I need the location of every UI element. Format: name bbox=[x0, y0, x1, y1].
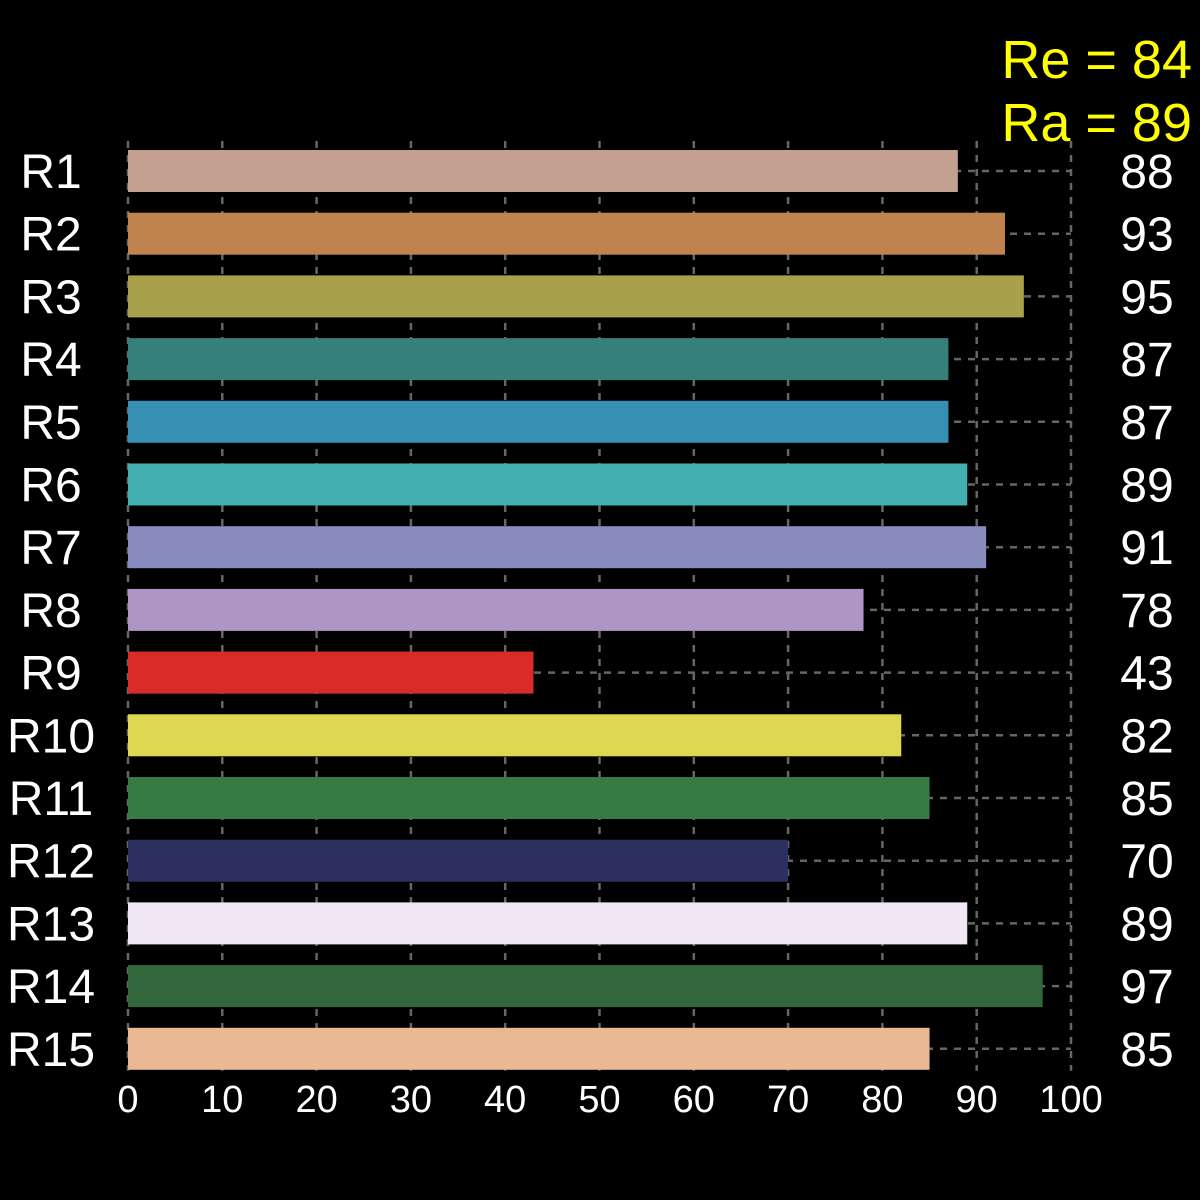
bar bbox=[128, 714, 902, 757]
category-label: R2 bbox=[20, 209, 81, 262]
value-label: 91 bbox=[1120, 522, 1173, 575]
x-tick-label: 30 bbox=[390, 1079, 432, 1121]
bar bbox=[128, 150, 958, 192]
value-label: 85 bbox=[1120, 773, 1173, 826]
category-label: R6 bbox=[20, 460, 81, 513]
category-label: R1 bbox=[20, 146, 81, 199]
bar bbox=[128, 651, 534, 694]
value-label: 43 bbox=[1120, 648, 1173, 701]
x-tick-label: 10 bbox=[201, 1079, 243, 1121]
value-label: 70 bbox=[1120, 836, 1173, 889]
category-label: R14 bbox=[7, 961, 95, 1014]
category-label: R15 bbox=[7, 1024, 95, 1077]
bar bbox=[128, 338, 949, 381]
value-label: 78 bbox=[1120, 585, 1173, 638]
category-label: R10 bbox=[7, 710, 95, 763]
x-tick-label: 70 bbox=[767, 1079, 809, 1121]
value-label: 93 bbox=[1120, 209, 1173, 262]
x-tick-label: 20 bbox=[295, 1079, 337, 1121]
value-label: 87 bbox=[1120, 334, 1173, 387]
value-label: 87 bbox=[1120, 397, 1173, 450]
category-label: R13 bbox=[7, 898, 95, 951]
bar bbox=[128, 1027, 930, 1070]
value-label: 89 bbox=[1120, 898, 1173, 951]
bar bbox=[128, 777, 930, 819]
value-label: 82 bbox=[1120, 710, 1173, 763]
x-tick-label: 90 bbox=[956, 1079, 998, 1121]
category-label: R3 bbox=[20, 271, 81, 324]
x-tick-label: 100 bbox=[1039, 1079, 1102, 1121]
bar bbox=[128, 526, 987, 569]
value-label: 95 bbox=[1120, 271, 1173, 324]
bar bbox=[128, 400, 949, 443]
value-label: 88 bbox=[1120, 146, 1173, 199]
category-label: R7 bbox=[20, 522, 81, 575]
bar bbox=[128, 463, 968, 506]
category-label: R4 bbox=[20, 334, 81, 387]
bar bbox=[128, 965, 1043, 1008]
x-tick-label: 0 bbox=[117, 1079, 138, 1121]
bar bbox=[128, 839, 789, 882]
value-label: 89 bbox=[1120, 460, 1173, 513]
x-tick-label: 80 bbox=[861, 1079, 903, 1121]
bar bbox=[128, 902, 968, 945]
annotation-text: Ra = 89 bbox=[1001, 93, 1192, 153]
category-label: R5 bbox=[20, 397, 81, 450]
x-tick-label: 50 bbox=[578, 1079, 620, 1121]
x-tick-label: 40 bbox=[484, 1079, 526, 1121]
value-label: 97 bbox=[1120, 961, 1173, 1014]
annotation-text: Re = 84 bbox=[1001, 30, 1192, 90]
category-label: R12 bbox=[7, 836, 95, 889]
category-label: R9 bbox=[20, 648, 81, 701]
x-tick-label: 60 bbox=[673, 1079, 715, 1121]
bar bbox=[128, 588, 864, 631]
category-label: R11 bbox=[9, 773, 94, 826]
bar bbox=[128, 212, 1005, 255]
value-label: 85 bbox=[1120, 1024, 1173, 1077]
bar bbox=[128, 275, 1024, 318]
category-label: R8 bbox=[20, 585, 81, 638]
